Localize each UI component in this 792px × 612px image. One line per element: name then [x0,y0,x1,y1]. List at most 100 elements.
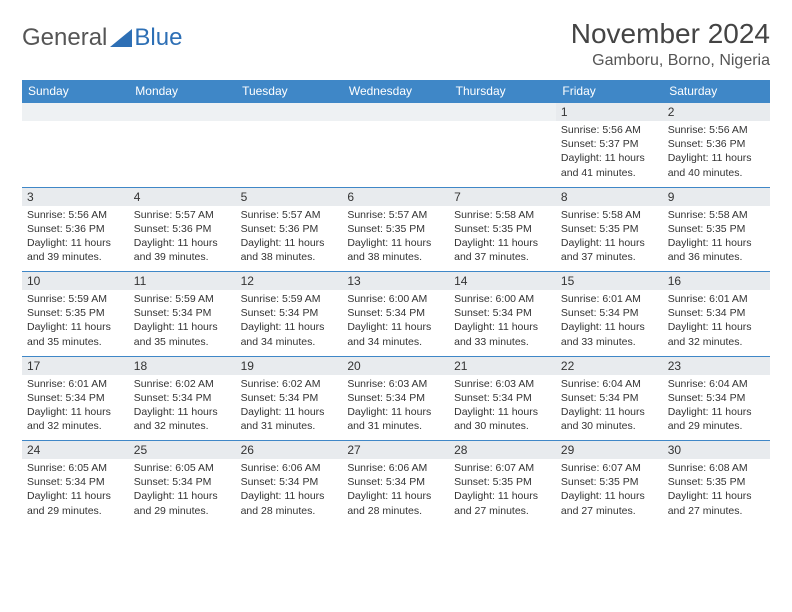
daylight-text: Daylight: 11 hours and 39 minutes. [27,236,124,264]
sunset-text: Sunset: 5:34 PM [347,391,444,405]
sunrise-text: Sunrise: 6:03 AM [454,377,551,391]
day-number-cell: 15 [556,272,663,291]
day-body-cell: Sunrise: 6:04 AMSunset: 5:34 PMDaylight:… [663,375,770,441]
day-number-cell: 22 [556,356,663,375]
day-number-cell: 20 [342,356,449,375]
daylight-text: Daylight: 11 hours and 33 minutes. [454,320,551,348]
daylight-text: Daylight: 11 hours and 30 minutes. [454,405,551,433]
sunrise-text: Sunrise: 6:00 AM [454,292,551,306]
sunset-text: Sunset: 5:34 PM [27,475,124,489]
sunrise-text: Sunrise: 6:07 AM [454,461,551,475]
daylight-text: Daylight: 11 hours and 32 minutes. [27,405,124,433]
sunrise-text: Sunrise: 5:56 AM [561,123,658,137]
day-number-cell: 6 [342,187,449,206]
sunrise-text: Sunrise: 5:59 AM [241,292,338,306]
day-body-cell [449,121,556,187]
sunrise-text: Sunrise: 6:04 AM [668,377,765,391]
day-body-cell: Sunrise: 5:56 AMSunset: 5:36 PMDaylight:… [663,121,770,187]
sunrise-text: Sunrise: 6:08 AM [668,461,765,475]
sunrise-text: Sunrise: 5:57 AM [347,208,444,222]
sunset-text: Sunset: 5:37 PM [561,137,658,151]
day-body-row: Sunrise: 6:01 AMSunset: 5:34 PMDaylight:… [22,375,770,441]
daylight-text: Daylight: 11 hours and 38 minutes. [347,236,444,264]
day-body-cell: Sunrise: 5:56 AMSunset: 5:37 PMDaylight:… [556,121,663,187]
day-number-cell: 18 [129,356,236,375]
daylight-text: Daylight: 11 hours and 28 minutes. [347,489,444,517]
sunrise-text: Sunrise: 5:59 AM [134,292,231,306]
day-number-cell: 30 [663,441,770,460]
sunset-text: Sunset: 5:34 PM [347,475,444,489]
daylight-text: Daylight: 11 hours and 32 minutes. [668,320,765,348]
sunset-text: Sunset: 5:34 PM [134,306,231,320]
sunrise-text: Sunrise: 5:57 AM [134,208,231,222]
logo-text-2: Blue [134,24,182,52]
day-number-cell [129,103,236,122]
day-body-cell [236,121,343,187]
sunrise-text: Sunrise: 6:01 AM [668,292,765,306]
day-body-cell: Sunrise: 6:05 AMSunset: 5:34 PMDaylight:… [22,459,129,525]
day-body-cell: Sunrise: 6:04 AMSunset: 5:34 PMDaylight:… [556,375,663,441]
day-body-cell: Sunrise: 5:59 AMSunset: 5:34 PMDaylight:… [236,290,343,356]
sunrise-text: Sunrise: 6:00 AM [347,292,444,306]
sunrise-text: Sunrise: 6:05 AM [134,461,231,475]
sunrise-text: Sunrise: 5:56 AM [27,208,124,222]
weekday-header: Wednesday [342,80,449,103]
day-body-cell: Sunrise: 5:59 AMSunset: 5:34 PMDaylight:… [129,290,236,356]
day-body-cell: Sunrise: 6:06 AMSunset: 5:34 PMDaylight:… [342,459,449,525]
daylight-text: Daylight: 11 hours and 35 minutes. [134,320,231,348]
day-number-cell: 27 [342,441,449,460]
sunrise-text: Sunrise: 6:01 AM [27,377,124,391]
daylight-text: Daylight: 11 hours and 38 minutes. [241,236,338,264]
day-number-cell: 5 [236,187,343,206]
sunset-text: Sunset: 5:35 PM [668,475,765,489]
sunset-text: Sunset: 5:34 PM [241,391,338,405]
day-number-cell: 19 [236,356,343,375]
daylight-text: Daylight: 11 hours and 39 minutes. [134,236,231,264]
day-number-cell: 26 [236,441,343,460]
sunset-text: Sunset: 5:34 PM [561,391,658,405]
sunrise-text: Sunrise: 6:03 AM [347,377,444,391]
sunrise-text: Sunrise: 6:06 AM [241,461,338,475]
weekday-header: Tuesday [236,80,343,103]
day-number-cell: 14 [449,272,556,291]
day-body-cell: Sunrise: 6:08 AMSunset: 5:35 PMDaylight:… [663,459,770,525]
day-body-cell: Sunrise: 6:06 AMSunset: 5:34 PMDaylight:… [236,459,343,525]
sunset-text: Sunset: 5:34 PM [27,391,124,405]
sunrise-text: Sunrise: 6:02 AM [134,377,231,391]
day-body-cell: Sunrise: 6:03 AMSunset: 5:34 PMDaylight:… [449,375,556,441]
sunset-text: Sunset: 5:36 PM [134,222,231,236]
title-block: November 2024 Gamboru, Borno, Nigeria [571,18,770,70]
day-body-cell: Sunrise: 6:01 AMSunset: 5:34 PMDaylight:… [556,290,663,356]
sunset-text: Sunset: 5:34 PM [454,391,551,405]
weekday-header: Saturday [663,80,770,103]
day-body-row: Sunrise: 5:56 AMSunset: 5:37 PMDaylight:… [22,121,770,187]
daylight-text: Daylight: 11 hours and 34 minutes. [241,320,338,348]
sunset-text: Sunset: 5:36 PM [27,222,124,236]
day-number-row: 12 [22,103,770,122]
day-number-cell: 11 [129,272,236,291]
daylight-text: Daylight: 11 hours and 35 minutes. [27,320,124,348]
sunset-text: Sunset: 5:34 PM [668,391,765,405]
day-number-cell: 21 [449,356,556,375]
location: Gamboru, Borno, Nigeria [571,52,770,70]
day-body-cell: Sunrise: 6:03 AMSunset: 5:34 PMDaylight:… [342,375,449,441]
day-number-cell: 16 [663,272,770,291]
day-number-cell [236,103,343,122]
sunset-text: Sunset: 5:34 PM [454,306,551,320]
daylight-text: Daylight: 11 hours and 36 minutes. [668,236,765,264]
sunrise-text: Sunrise: 6:05 AM [27,461,124,475]
sunset-text: Sunset: 5:35 PM [347,222,444,236]
sunset-text: Sunset: 5:34 PM [241,475,338,489]
sunset-text: Sunset: 5:34 PM [561,306,658,320]
day-body-cell: Sunrise: 6:05 AMSunset: 5:34 PMDaylight:… [129,459,236,525]
calendar-table: Sunday Monday Tuesday Wednesday Thursday… [22,80,770,525]
sunset-text: Sunset: 5:35 PM [668,222,765,236]
day-body-cell: Sunrise: 5:56 AMSunset: 5:36 PMDaylight:… [22,206,129,272]
day-body-cell [129,121,236,187]
sunset-text: Sunset: 5:36 PM [241,222,338,236]
sunset-text: Sunset: 5:34 PM [347,306,444,320]
daylight-text: Daylight: 11 hours and 27 minutes. [561,489,658,517]
logo-text-1: General [22,24,107,52]
sunset-text: Sunset: 5:34 PM [134,391,231,405]
weekday-header-row: Sunday Monday Tuesday Wednesday Thursday… [22,80,770,103]
